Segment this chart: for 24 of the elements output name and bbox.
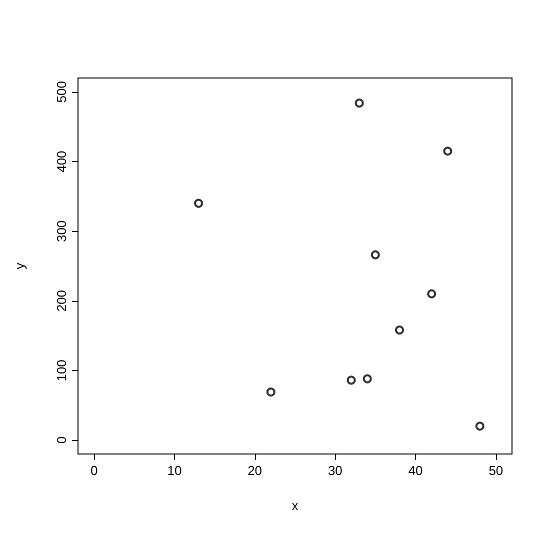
y-axis-title: y [12, 262, 27, 270]
y-tick-label: 200 [54, 290, 69, 312]
point [354, 98, 364, 108]
point [346, 376, 356, 385]
x-tick-label: 10 [167, 463, 182, 478]
point [370, 250, 380, 260]
x-tick-label: 40 [408, 463, 423, 478]
x-tick-label: 20 [248, 463, 262, 478]
point [427, 289, 436, 298]
point [443, 146, 452, 156]
point [362, 374, 372, 384]
x-tick-label: 0 [90, 463, 98, 478]
point [266, 388, 276, 397]
point [475, 422, 484, 431]
point [194, 198, 204, 208]
y-tick-label: 0 [54, 436, 69, 444]
y-tick-label: 400 [54, 150, 69, 172]
x-tick-label: 50 [488, 463, 504, 478]
x-axis-title: x [292, 498, 299, 513]
y-tick-label: 300 [54, 220, 69, 242]
x-tick-label: 30 [328, 463, 342, 478]
y-tick-label: 100 [54, 360, 69, 382]
point [394, 326, 404, 335]
y-tick-label: 500 [54, 81, 69, 103]
